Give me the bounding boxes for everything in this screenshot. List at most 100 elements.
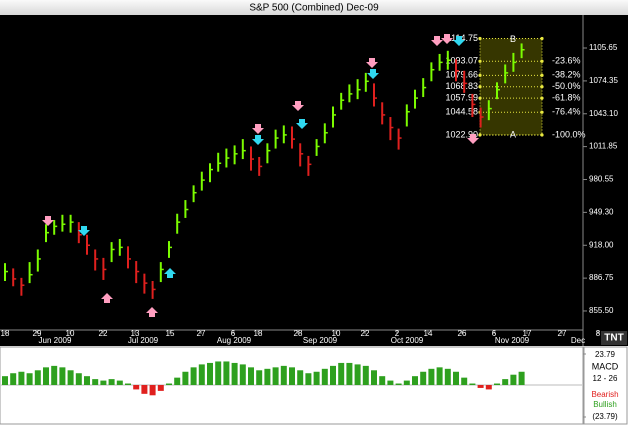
fib-price: 1022.90 bbox=[445, 129, 478, 139]
macd-bar bbox=[264, 368, 271, 385]
macd-bar bbox=[436, 367, 443, 385]
x-tick-label: 13 bbox=[131, 329, 140, 338]
y-tick-label: 855.50 bbox=[589, 306, 614, 315]
y-tick-label: 949.30 bbox=[589, 207, 614, 216]
macd-bullish: Bullish bbox=[593, 400, 617, 409]
macd-bar bbox=[248, 367, 254, 385]
month-label: Oct 2009 bbox=[391, 336, 424, 345]
fib-price: 1044.58 bbox=[445, 107, 478, 117]
month-label: Nov 2009 bbox=[495, 336, 530, 345]
x-tick-label: 10 bbox=[66, 329, 75, 338]
macd-bar bbox=[223, 361, 230, 385]
title-bar bbox=[0, 0, 628, 15]
macd-bar bbox=[67, 370, 74, 385]
macd-bar bbox=[174, 377, 181, 385]
macd-bar bbox=[289, 367, 295, 385]
macd-bar bbox=[395, 383, 402, 385]
macd-bar bbox=[494, 383, 500, 385]
fib-a: A bbox=[510, 129, 516, 139]
logo-box bbox=[601, 331, 627, 345]
macd-bar bbox=[362, 365, 369, 385]
macd-bar bbox=[43, 367, 49, 385]
macd-bar bbox=[387, 380, 394, 385]
fib-dot bbox=[478, 85, 482, 89]
macd-bar bbox=[198, 364, 205, 385]
macd-bar bbox=[280, 365, 287, 385]
macd-bar bbox=[166, 383, 172, 385]
macd-bar bbox=[215, 361, 222, 385]
macd-params: 12 - 26 bbox=[593, 374, 618, 383]
macd-legend bbox=[583, 346, 628, 425]
fib-dot bbox=[540, 96, 544, 100]
fib-dot bbox=[478, 36, 482, 41]
x-tick-label: 8 bbox=[596, 329, 601, 338]
fib-dot bbox=[478, 73, 482, 77]
macd-bar bbox=[518, 371, 525, 385]
macd-tick-label: (23.79) bbox=[592, 412, 618, 421]
macd-bar bbox=[149, 385, 156, 396]
macd-bar bbox=[477, 385, 484, 388]
signal-arrows bbox=[42, 34, 479, 317]
macd-bar bbox=[313, 371, 320, 385]
fib-dot bbox=[540, 73, 544, 77]
macd-bar bbox=[239, 364, 246, 385]
macd-bar bbox=[453, 371, 459, 385]
macd-tick-label: 23.79 bbox=[595, 350, 616, 359]
fib-dot bbox=[478, 59, 482, 63]
x-tick-label: 26 bbox=[458, 329, 467, 338]
macd-bearish: Bearish bbox=[591, 390, 618, 399]
fib-price: 1093.07 bbox=[445, 56, 478, 66]
month-label: Jul 2009 bbox=[128, 336, 159, 345]
macd-bar bbox=[133, 385, 140, 390]
macd-bar bbox=[420, 371, 427, 385]
macd-bar bbox=[305, 373, 312, 385]
month-label: Aug 2009 bbox=[217, 336, 252, 345]
fib-dot bbox=[540, 133, 544, 137]
x-tick-label: 28 bbox=[294, 329, 303, 338]
macd-bar bbox=[502, 379, 509, 385]
y-tick-label: 1043.10 bbox=[589, 109, 618, 118]
x-tick-label: 22 bbox=[99, 329, 108, 338]
y-tick-label: 1011.85 bbox=[589, 142, 618, 151]
macd-bar bbox=[338, 362, 345, 385]
month-label: Sep 2009 bbox=[303, 336, 338, 345]
fib-price: 1114.75 bbox=[447, 33, 478, 43]
macd-bar bbox=[428, 368, 435, 385]
fib-pct: -61.8% bbox=[552, 92, 581, 102]
macd-bar bbox=[10, 373, 17, 385]
macd-bar bbox=[108, 379, 115, 385]
macd-bar bbox=[330, 365, 336, 385]
fib-dot bbox=[540, 59, 544, 63]
macd-bar bbox=[469, 383, 476, 385]
x-tick-label: 27 bbox=[197, 329, 206, 338]
fib-price: 1079.66 bbox=[445, 70, 478, 80]
x-tick-label: 14 bbox=[424, 329, 433, 338]
fib-pct: -50.0% bbox=[552, 81, 581, 91]
x-tick-label: 2 bbox=[395, 329, 400, 338]
macd-bar bbox=[84, 376, 90, 385]
fib-dot bbox=[478, 96, 482, 100]
month-label: Jun 2009 bbox=[39, 336, 72, 345]
macd-bar bbox=[190, 367, 197, 385]
x-tick-label: 27 bbox=[558, 329, 567, 338]
fib-pct: -76.4% bbox=[552, 107, 581, 117]
x-tick-label: 22 bbox=[361, 329, 370, 338]
fib-pct: -23.6% bbox=[552, 56, 581, 66]
macd-bar bbox=[346, 362, 353, 385]
macd-bar bbox=[26, 373, 33, 385]
macd-bar bbox=[157, 385, 164, 391]
macd-bar bbox=[100, 380, 107, 385]
fib-dot bbox=[478, 133, 482, 137]
macd-bar bbox=[51, 365, 58, 385]
macd-bar bbox=[297, 370, 304, 385]
x-tick-label: 18 bbox=[254, 329, 263, 338]
macd-bar bbox=[412, 376, 418, 385]
macd-bar bbox=[34, 370, 41, 385]
y-tick-label: 980.55 bbox=[589, 175, 614, 184]
macd-bar bbox=[379, 376, 386, 385]
fib-dot bbox=[540, 110, 544, 114]
macd-bar bbox=[59, 367, 66, 385]
macd-bar bbox=[485, 385, 492, 390]
fib-pct: -100.0% bbox=[552, 129, 586, 139]
